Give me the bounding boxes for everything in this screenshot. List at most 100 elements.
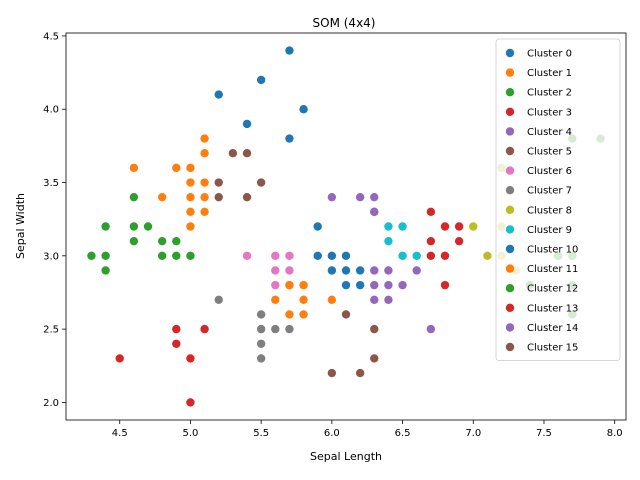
legend: Cluster 0 Cluster 1 Cluster 2 Cluster 3 Clus… — [495, 38, 621, 362]
data-point-cluster-7 — [256, 324, 266, 334]
data-point-cluster-1 — [172, 163, 181, 173]
data-point-cluster-2 — [129, 236, 139, 246]
data-point-cluster-2 — [129, 222, 139, 231]
data-point-cluster-5 — [214, 192, 223, 202]
data-point-cluster-5 — [242, 192, 252, 202]
data-point-cluster-11 — [327, 295, 337, 304]
x-tick-label: 6.0 — [324, 428, 340, 439]
data-point-cluster-10 — [341, 280, 351, 290]
legend-label: Cluster 12 — [527, 284, 578, 295]
legend-label: Cluster 0 — [527, 49, 572, 60]
data-point-cluster-2 — [186, 251, 195, 261]
data-point-cluster-0 — [256, 75, 266, 85]
data-point-cluster-11 — [285, 280, 294, 290]
data-point-cluster-4 — [370, 192, 379, 202]
data-point-cluster-8 — [469, 222, 478, 231]
data-point-cluster-3 — [454, 236, 464, 246]
data-point-cluster-7 — [285, 324, 294, 334]
data-point-cluster-10 — [341, 266, 351, 275]
data-point-cluster-1 — [200, 149, 209, 158]
legend-marker — [505, 88, 515, 97]
data-point-cluster-5 — [242, 149, 252, 158]
data-point-cluster-8 — [483, 251, 492, 261]
data-point-cluster-4 — [426, 324, 436, 334]
legend-marker — [505, 244, 515, 254]
legend-marker — [505, 342, 515, 352]
data-point-cluster-7 — [256, 310, 266, 319]
y-tick-label: 4.5 — [43, 31, 59, 42]
data-point-cluster-9 — [412, 251, 421, 261]
data-point-cluster-6 — [271, 251, 280, 261]
data-point-cluster-15 — [341, 310, 351, 319]
data-point-cluster-11 — [299, 310, 308, 319]
data-point-cluster-4 — [384, 266, 393, 275]
data-point-cluster-1 — [186, 178, 195, 187]
legend-marker — [505, 186, 515, 195]
data-point-cluster-4 — [412, 266, 421, 275]
y-tick-label: 4.0 — [43, 105, 59, 116]
data-point-cluster-0 — [242, 119, 252, 129]
data-point-cluster-11 — [285, 310, 294, 319]
data-point-cluster-10 — [341, 251, 351, 261]
data-point-cluster-7 — [271, 324, 280, 334]
data-point-cluster-2 — [157, 251, 167, 261]
x-tick-label: 8.0 — [607, 428, 623, 439]
data-point-cluster-1 — [129, 163, 139, 173]
legend-label: Cluster 5 — [527, 147, 572, 158]
legend-label: Cluster 8 — [527, 205, 572, 216]
data-point-cluster-4 — [327, 192, 337, 202]
x-tick-label: 7.5 — [536, 428, 552, 439]
data-point-cluster-10 — [355, 266, 365, 275]
data-point-cluster-3 — [440, 251, 450, 261]
legend-marker — [505, 146, 515, 156]
legend-box — [495, 38, 621, 362]
data-point-cluster-0 — [285, 134, 294, 143]
data-point-cluster-2 — [157, 236, 167, 246]
data-point-cluster-6 — [285, 251, 294, 261]
data-point-cluster-0 — [285, 46, 294, 55]
data-point-cluster-4 — [370, 266, 379, 275]
y-tick-label: 3.5 — [43, 178, 59, 189]
x-tick-label: 7.0 — [465, 428, 481, 439]
plot-frame — [65, 32, 627, 421]
data-point-cluster-4 — [384, 280, 393, 290]
data-point-cluster-6 — [271, 266, 280, 275]
legend-label: Cluster 7 — [527, 186, 572, 197]
data-point-cluster-2 — [101, 251, 110, 261]
data-point-cluster-1 — [200, 134, 209, 143]
data-point-cluster-15 — [355, 368, 365, 378]
x-tick-label: 5.0 — [182, 428, 198, 439]
x-axis: 4.5 5.0 5.5 6.0 6.5 7.0 7.5 8.0 — [112, 420, 623, 439]
legend-marker — [505, 48, 515, 58]
data-point-cluster-5 — [228, 149, 238, 158]
data-point-cluster-4 — [398, 280, 407, 290]
legend-marker — [505, 107, 515, 117]
data-point-cluster-14 — [370, 207, 379, 217]
data-point-cluster-3 — [440, 280, 450, 290]
data-point-cluster-1 — [186, 207, 195, 217]
data-point-cluster-13 — [200, 324, 209, 334]
legend-marker — [505, 127, 515, 136]
data-point-cluster-4 — [384, 295, 393, 304]
legend-label: Cluster 2 — [527, 88, 572, 99]
data-point-cluster-11 — [299, 280, 308, 290]
data-point-cluster-7 — [256, 354, 266, 363]
legend-marker — [505, 264, 515, 273]
data-point-cluster-10 — [355, 280, 365, 290]
data-point-cluster-7 — [214, 295, 223, 304]
data-point-cluster-0 — [299, 105, 308, 114]
data-point-cluster-3 — [426, 251, 436, 261]
data-point-cluster-1 — [200, 192, 209, 202]
data-point-cluster-0 — [313, 251, 322, 261]
legend-label: Cluster 10 — [527, 245, 578, 256]
data-point-cluster-2 — [172, 236, 181, 246]
data-point-cluster-6 — [271, 280, 280, 290]
data-point-cluster-13 — [115, 354, 124, 363]
y-tick-label: 3.0 — [43, 251, 59, 262]
legend-label: Cluster 1 — [527, 68, 572, 79]
data-point-cluster-3 — [454, 222, 464, 231]
data-point-cluster-9 — [398, 251, 407, 261]
data-point-cluster-4 — [370, 280, 379, 290]
data-point-cluster-4 — [355, 192, 365, 202]
